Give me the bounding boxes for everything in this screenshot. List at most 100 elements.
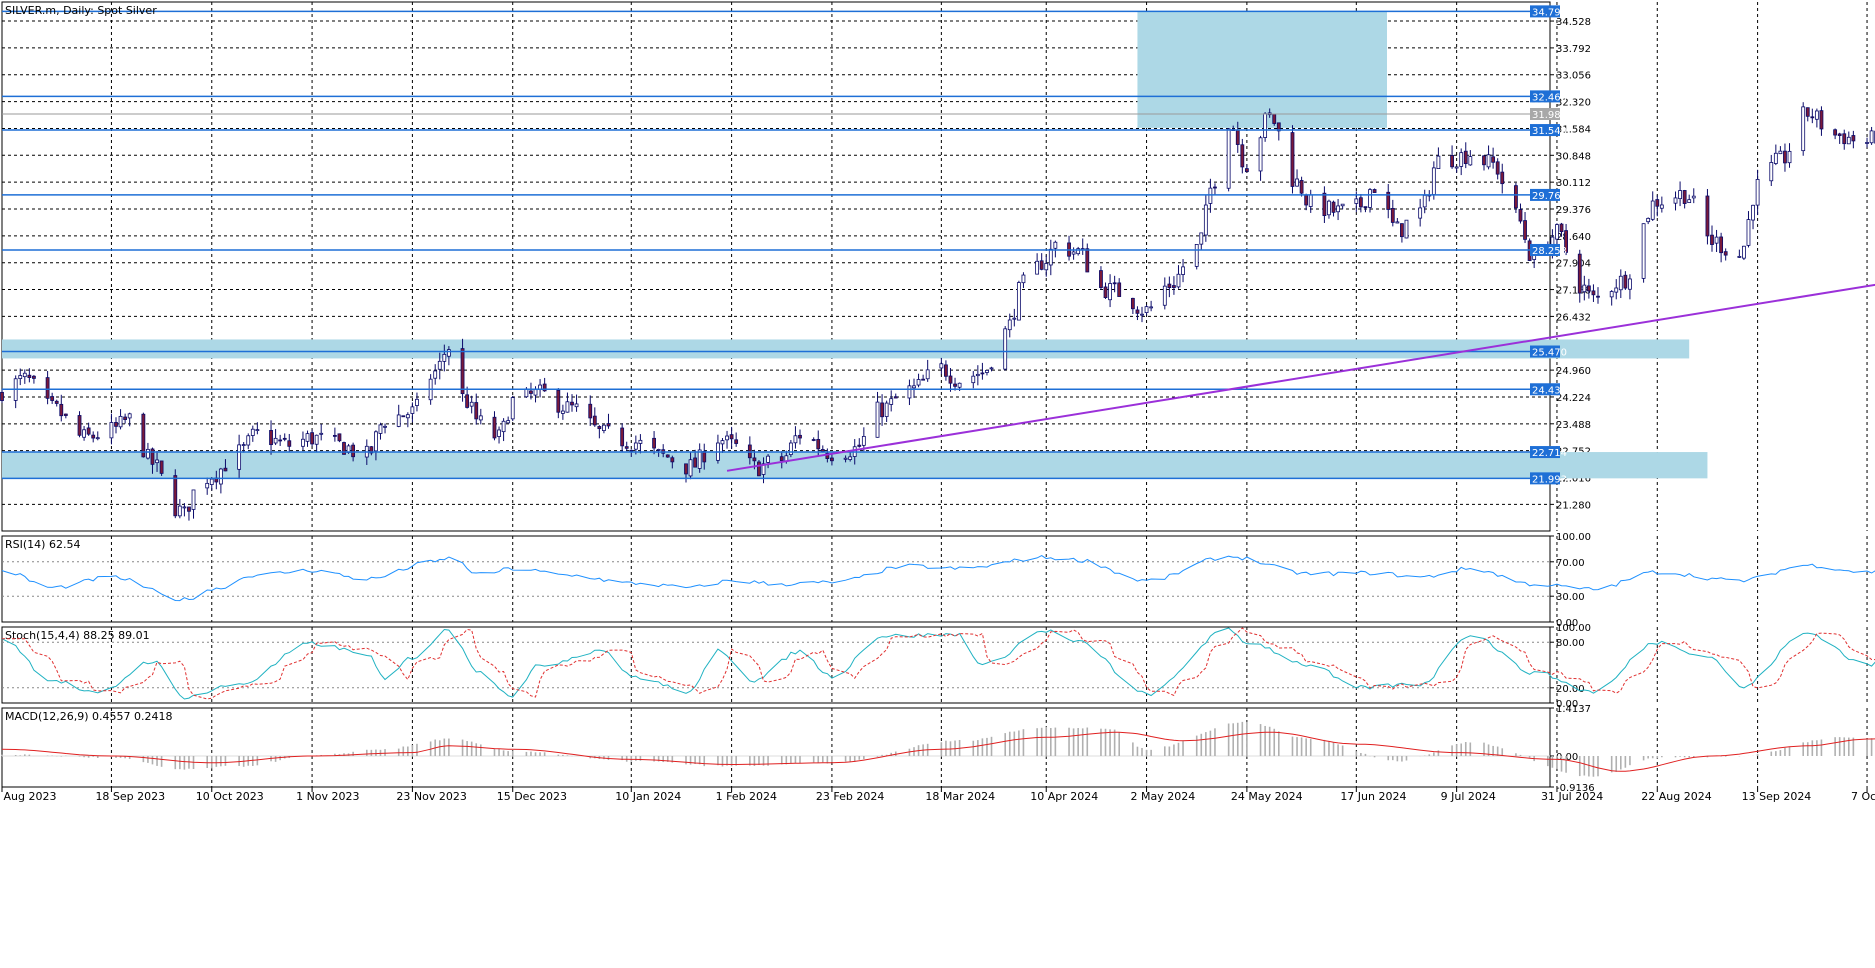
candle-body (1131, 298, 1134, 308)
candle-body (311, 433, 314, 444)
x-tick-label: 10 Jan 2024 (615, 790, 681, 803)
candle-body (694, 458, 697, 467)
candle-body (1423, 195, 1426, 207)
candle-body (566, 402, 569, 412)
price-tick-label: 30.112 (1556, 178, 1591, 189)
x-tick-label: 15 Dec 2023 (497, 790, 567, 803)
candle-body (64, 414, 67, 415)
rsi-title: RSI(14) 62.54 (5, 538, 80, 551)
macd-tick-label: 1.4137 (1556, 704, 1591, 715)
price-tick-label: 24.960 (1556, 366, 1591, 377)
candle-body (1774, 153, 1777, 163)
price-tick-label: 30.848 (1556, 151, 1591, 162)
candle-body (653, 438, 656, 448)
candle-body (721, 441, 724, 444)
candle-body (1323, 193, 1326, 215)
candle-body (602, 425, 605, 430)
candle-body (1806, 108, 1809, 117)
candle-body (1838, 134, 1841, 136)
candle-body (1852, 135, 1855, 140)
candle-body (466, 395, 469, 408)
x-tick-label: 9 Jul 2024 (1441, 790, 1496, 803)
candle-body (1195, 244, 1198, 266)
candle-body (493, 417, 496, 438)
candle-body (1811, 117, 1814, 118)
candle-body (1259, 138, 1262, 171)
candle-body (1113, 283, 1116, 284)
candle-body (306, 434, 309, 442)
candle-body (333, 435, 336, 436)
candle-body (1341, 204, 1344, 206)
candle-body (780, 457, 783, 461)
candle-body (589, 404, 592, 418)
candle-body (913, 386, 916, 388)
x-tick-label: 13 Sep 2024 (1742, 790, 1812, 803)
candle-body (1305, 195, 1308, 205)
candle-body (1501, 172, 1504, 184)
candle-body (1227, 129, 1230, 188)
macd-title: MACD(12,26,9) 0.4557 0.2418 (5, 710, 173, 723)
candle-body (1555, 225, 1558, 240)
candle-body (411, 407, 414, 414)
candle-body (926, 370, 929, 379)
candle-body (379, 425, 382, 434)
candle-body (251, 429, 254, 435)
candle-body (1264, 114, 1267, 138)
x-tick-label: 1 Nov 2023 (296, 790, 359, 803)
candle-body (1524, 221, 1527, 240)
candle-body (561, 411, 564, 413)
candle-body (1373, 190, 1376, 193)
candle-body (862, 436, 865, 445)
candle-body (178, 506, 181, 516)
candle-body (703, 451, 706, 462)
price-tick-label: 21.280 (1556, 500, 1591, 511)
candle-body (1177, 274, 1180, 287)
x-tick-label: 7 Oct 2024 (1851, 790, 1875, 803)
candle-body (1136, 310, 1139, 313)
candle-body (92, 435, 95, 438)
candle-body (438, 361, 441, 369)
candle-body (922, 379, 925, 380)
stoch-main-line (2, 628, 1875, 699)
candle-body (507, 421, 510, 423)
stoch-tick-label: 100.00 (1556, 623, 1591, 634)
candle-body (1742, 246, 1745, 258)
price-tick-label: 29.376 (1556, 205, 1591, 216)
candle-body (1182, 267, 1185, 275)
level-tag-label: 28.253 (1532, 246, 1567, 257)
candle-body (1464, 151, 1467, 163)
candle-body (219, 469, 222, 484)
candle-body (110, 423, 113, 438)
candle-body (593, 416, 596, 425)
x-tick-label: 22 Aug 2024 (1641, 790, 1711, 803)
candle-body (142, 414, 145, 457)
candle-body (1519, 210, 1522, 222)
candle-body (799, 435, 802, 438)
candle-body (1172, 286, 1175, 288)
candle-body (1560, 224, 1563, 232)
candle-body (402, 416, 405, 417)
candle-body (757, 462, 760, 476)
candle-body (1802, 107, 1805, 151)
x-tick-label: 2 May 2024 (1131, 790, 1196, 803)
pane-frame-3 (2, 708, 1550, 787)
candle-body (1300, 180, 1303, 193)
candle-body (1747, 220, 1750, 246)
candle-body (256, 430, 259, 431)
candle-body (1738, 256, 1741, 257)
candle-body (1587, 286, 1590, 291)
candle-body (1496, 162, 1499, 174)
candle-body (917, 379, 920, 385)
candle-body (767, 456, 770, 462)
candle-body (274, 438, 277, 443)
candle-body (1583, 285, 1586, 292)
candle-body (1327, 201, 1330, 215)
candle-body (1706, 196, 1709, 236)
candle-body (1628, 279, 1631, 289)
candle-body (55, 401, 58, 403)
candle-body (1679, 191, 1682, 199)
candle-body (1724, 252, 1727, 255)
